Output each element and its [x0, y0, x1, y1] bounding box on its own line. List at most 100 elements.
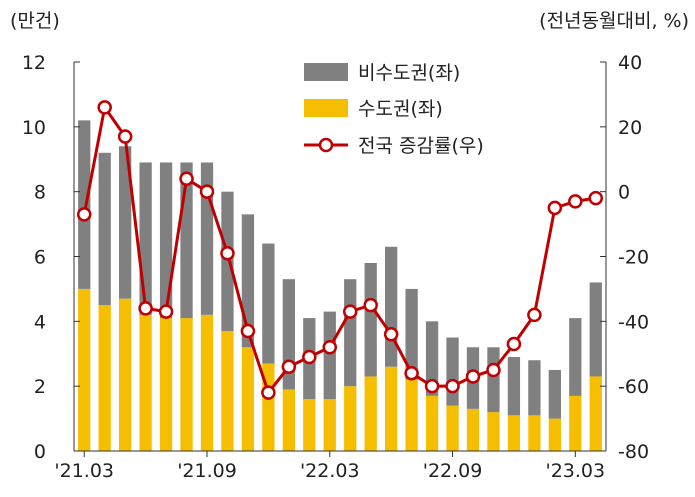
line-point	[465, 369, 481, 384]
left-tick-label: 0	[34, 441, 46, 463]
bar-sudogwon	[159, 318, 173, 451]
legend-swatch-bisudogwon	[304, 63, 348, 81]
right-tick-label: -40	[618, 311, 649, 333]
line-point	[363, 297, 378, 313]
line-point	[199, 184, 215, 199]
bar-sudogwon	[119, 298, 132, 451]
line-point	[138, 301, 153, 316]
line-point	[97, 100, 112, 115]
bar-bisudogwon	[589, 282, 602, 377]
line-point	[117, 129, 133, 144]
line-point	[342, 304, 358, 319]
legend-label-jeonguk: 전국 증감률(우)	[358, 135, 484, 157]
bar-bisudogwon	[119, 146, 132, 299]
legend: 비수도권(좌) 수도권(좌) 전국 증감률(우)	[304, 62, 484, 157]
bar-sudogwon	[487, 412, 500, 451]
line-point	[281, 359, 297, 374]
x-tick-label: '21.03	[54, 460, 114, 482]
line-point	[404, 365, 419, 381]
bar-bisudogwon	[528, 360, 541, 416]
bar-bisudogwon	[548, 369, 561, 419]
line-layer	[76, 100, 604, 400]
left-axis-unit: (만건)	[10, 10, 60, 32]
bar-sudogwon	[405, 379, 418, 451]
bar-bisudogwon	[221, 191, 234, 332]
line-point	[486, 362, 501, 378]
left-tick-label: 2	[34, 376, 46, 398]
bar-sudogwon	[507, 415, 521, 451]
legend-label-sudogwon: 수도권(좌)	[358, 98, 443, 120]
bar-layer	[78, 120, 602, 451]
right-tick-label: -20	[618, 247, 649, 269]
line-point	[179, 171, 194, 186]
left-tick-label: 12	[22, 52, 46, 74]
line-point	[76, 207, 92, 222]
right-tick-label: 0	[618, 182, 630, 204]
bar-sudogwon	[98, 305, 111, 451]
right-tick-label: 40	[618, 52, 642, 74]
axes-layer: 0 2 4 6 8 10 12 -80 -60 -40 -20 0 20 40 '21.03 '21.09 '2…	[22, 52, 649, 482]
line-point	[588, 190, 604, 206]
bar-bisudogwon	[344, 279, 357, 387]
line-point	[261, 385, 276, 400]
bar-sudogwon	[180, 318, 193, 451]
x-tick-label: '23.03	[545, 460, 605, 482]
legend-label-bisudogwon: 비수도권(좌)	[358, 62, 460, 84]
legend-swatch-sudogwon	[304, 99, 348, 117]
bar-bisudogwon	[405, 288, 418, 380]
bar-sudogwon	[466, 408, 480, 451]
bar-sudogwon	[344, 386, 357, 451]
bar-bisudogwon	[78, 120, 91, 289]
legend-swatch-marker	[318, 137, 334, 153]
bar-sudogwon	[221, 331, 234, 451]
right-tick-label: -60	[618, 376, 649, 398]
bar-bisudogwon	[425, 321, 439, 396]
bar-sudogwon	[385, 366, 398, 451]
line-point	[506, 336, 522, 352]
bar-sudogwon	[139, 314, 152, 451]
bar-sudogwon	[241, 347, 255, 451]
left-tick-label: 4	[34, 311, 46, 333]
x-tick-label: '22.09	[423, 460, 483, 482]
line-point	[158, 304, 174, 319]
line-point	[220, 246, 235, 261]
bar-sudogwon	[425, 395, 439, 451]
bar-sudogwon	[589, 376, 602, 451]
bar-sudogwon	[569, 395, 582, 451]
x-tick-label: '22.03	[300, 460, 360, 482]
line-point	[445, 378, 460, 394]
line-point	[527, 307, 542, 323]
bar-sudogwon	[364, 376, 377, 451]
bar-bisudogwon	[385, 246, 398, 367]
bar-bisudogwon	[139, 162, 152, 315]
bar-bisudogwon	[569, 318, 582, 396]
bar-sudogwon	[78, 288, 91, 451]
bar-sudogwon	[446, 405, 459, 451]
bar-sudogwon	[528, 415, 541, 451]
line-point	[424, 378, 440, 394]
right-tick-label: 20	[618, 117, 642, 139]
line-point	[547, 200, 563, 216]
bar-sudogwon	[548, 418, 561, 451]
bar-bisudogwon	[98, 152, 111, 306]
right-axis-unit: (전년동월대비, %)	[539, 10, 689, 32]
left-tick-label: 10	[22, 117, 46, 139]
line-point	[383, 327, 399, 342]
line-point	[240, 323, 256, 339]
left-tick-label: 8	[34, 182, 46, 204]
bar-bisudogwon	[487, 347, 500, 413]
line-point	[568, 194, 583, 209]
bar-bisudogwon	[262, 243, 275, 364]
bar-sudogwon	[200, 314, 214, 451]
bar-bisudogwon	[364, 262, 377, 377]
bar-bisudogwon	[446, 337, 459, 406]
bar-bisudogwon	[507, 356, 521, 416]
line-point	[322, 340, 338, 355]
right-tick-label: -80	[618, 441, 649, 463]
bar-bisudogwon	[323, 311, 336, 400]
bar-bisudogwon	[159, 162, 173, 319]
bar-sudogwon	[323, 399, 336, 451]
x-tick-label: '21.09	[177, 460, 237, 482]
bar-sudogwon	[303, 399, 316, 451]
